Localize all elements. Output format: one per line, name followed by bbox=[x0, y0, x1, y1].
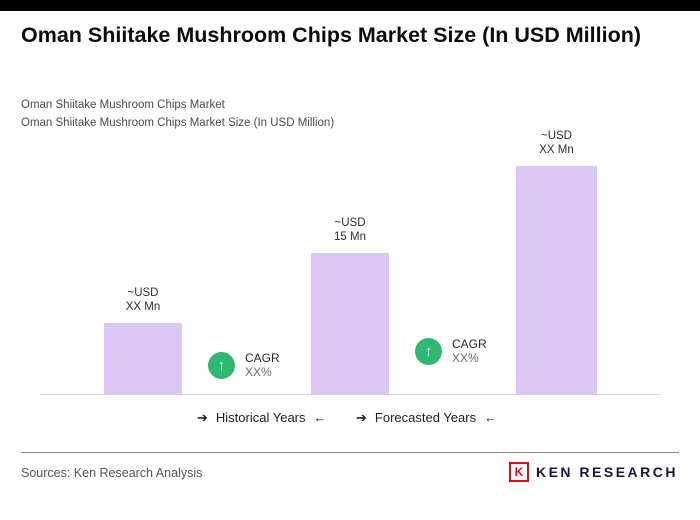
bar-base-year bbox=[311, 253, 389, 395]
bar-column-historical: ~USD XX Mn bbox=[104, 286, 182, 395]
bar-value-line1: ~USD bbox=[334, 217, 366, 229]
bar-value-label: ~USD 15 Mn bbox=[334, 216, 366, 244]
ken-research-logo: K KEN RESEARCH bbox=[508, 462, 678, 482]
subtitle-line-1: Oman Shiitake Mushroom Chips Market bbox=[21, 99, 225, 111]
logo-letter-k: K bbox=[514, 465, 524, 479]
axis-historical-text: Historical Years bbox=[215, 410, 306, 425]
ken-research-logo-icon: K bbox=[508, 462, 529, 482]
cagr-value: XX% bbox=[452, 351, 479, 365]
subtitle-line-2: Oman Shiitake Mushroom Chips Market Size… bbox=[21, 117, 335, 129]
footer-divider bbox=[21, 452, 679, 453]
arrow-left-icon: ← bbox=[313, 410, 327, 425]
top-black-bar bbox=[0, 0, 700, 11]
cagr-label: CAGR bbox=[452, 337, 487, 351]
cagr-text: CAGR XX% bbox=[245, 351, 280, 379]
bar-column-base: ~USD 15 Mn bbox=[311, 216, 389, 395]
axis-label-historical: ➔ Historical Years ← bbox=[197, 410, 327, 426]
bar-value-label: ~USD XX Mn bbox=[539, 129, 574, 157]
cagr-indicator-1: ↑ CAGR XX% bbox=[208, 351, 280, 379]
cagr-indicator-2: ↑ CAGR XX% bbox=[415, 337, 487, 365]
axis-label-forecast: ➔ Forecasted Years ← bbox=[356, 410, 497, 426]
page-title: Oman Shiitake Mushroom Chips Market Size… bbox=[21, 23, 641, 47]
axis-forecast-text: Forecasted Years bbox=[374, 410, 477, 425]
cagr-up-icon: ↑ bbox=[415, 337, 442, 365]
bar-value-line2: XX Mn bbox=[125, 301, 161, 313]
arrow-right-icon: ➔ bbox=[356, 410, 367, 425]
cagr-value: XX% bbox=[245, 365, 272, 379]
bar-value-line1: ~USD bbox=[127, 287, 159, 299]
arrow-right-icon: ➔ bbox=[197, 410, 208, 425]
bar-historical bbox=[104, 323, 182, 395]
logo-wordmark: KEN RESEARCH bbox=[535, 464, 678, 480]
bar-forecast bbox=[516, 166, 597, 395]
cagr-label: CAGR bbox=[245, 351, 280, 365]
cagr-up-icon: ↑ bbox=[208, 351, 235, 379]
cagr-text: CAGR XX% bbox=[452, 337, 487, 365]
bar-value-line2: XX Mn bbox=[539, 144, 574, 156]
bar-column-forecast: ~USD XX Mn bbox=[516, 129, 597, 395]
bar-value-label: ~USD XX Mn bbox=[126, 286, 161, 314]
bar-value-line2: 15 Mn bbox=[334, 231, 366, 243]
sources-text: Sources: Ken Research Analysis bbox=[21, 466, 203, 480]
arrow-left-icon: ← bbox=[484, 410, 498, 425]
bar-chart: ~USD XX Mn ~USD 15 Mn ~USD XX Mn ↑ CAGR … bbox=[0, 125, 700, 395]
bar-value-line1: ~USD bbox=[540, 130, 572, 142]
